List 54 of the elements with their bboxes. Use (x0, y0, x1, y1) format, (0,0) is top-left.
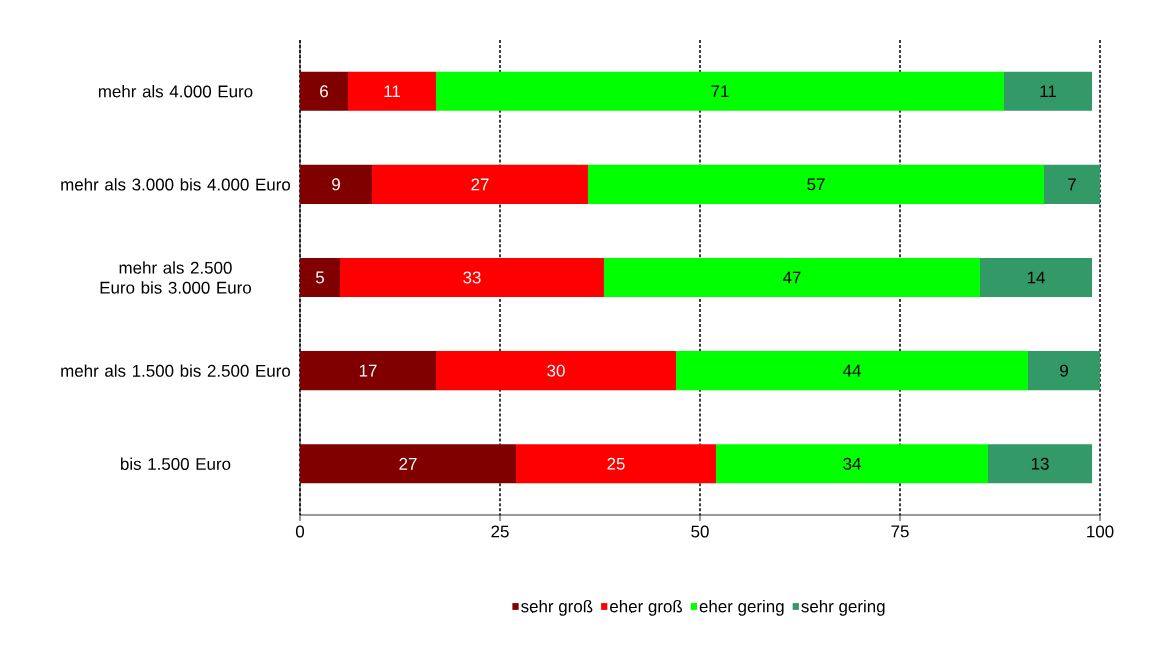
bar (436, 351, 676, 391)
bar (340, 257, 604, 298)
y-tick-label: mehr als 2.500 Euro bis 3.000 Euro (100, 261, 251, 294)
bar (588, 164, 1045, 204)
data-label: 71 (711, 85, 729, 98)
bar (1004, 71, 1093, 111)
bar (348, 71, 436, 111)
x-tick-label: 0 (295, 525, 305, 538)
bar (300, 71, 348, 111)
bar (980, 257, 1093, 298)
bar (436, 71, 1005, 111)
legend-label: eher groß (610, 599, 683, 616)
y-tick-label: mehr als 4.000 Euro (98, 85, 253, 98)
data-label: 34 (843, 457, 861, 470)
bar (988, 444, 1093, 484)
bar (1044, 164, 1101, 204)
bar (676, 351, 1029, 391)
data-label: 27 (471, 178, 489, 191)
bar (1028, 351, 1101, 391)
data-label: 27 (399, 457, 417, 470)
data-label: 47 (782, 271, 801, 284)
bar (300, 164, 372, 204)
bar (716, 444, 989, 484)
x-tick-label: 100 (1087, 525, 1114, 538)
bar (604, 257, 981, 298)
data-label: 30 (547, 364, 565, 377)
data-label: 7 (1068, 178, 1076, 191)
bar (372, 164, 588, 204)
data-label: 14 (1027, 271, 1045, 284)
bar (300, 351, 436, 391)
bar (300, 257, 340, 298)
legend-label: sehr gering (801, 599, 885, 616)
bar (516, 444, 717, 484)
x-tick-label: 75 (891, 525, 909, 538)
legend-label: eher gering (699, 599, 784, 616)
data-label: 9 (332, 178, 340, 191)
data-label: 33 (463, 271, 481, 284)
bar (300, 444, 516, 484)
x-tick-label: 25 (491, 525, 509, 538)
data-label: 9 (1060, 364, 1068, 377)
y-tick-label: bis 1.500 Euro (121, 457, 231, 470)
y-tick-label: mehr als 3.000 bis 4.000 Euro (61, 178, 291, 191)
data-label: 13 (1031, 457, 1049, 470)
data-label: 5 (315, 271, 324, 284)
data-label: 11 (384, 85, 400, 98)
data-label: 44 (842, 364, 861, 377)
legend-label: sehr groß (521, 599, 593, 616)
data-label: 57 (807, 178, 825, 191)
data-label: 11 (1040, 85, 1056, 98)
data-label: 6 (320, 85, 328, 98)
data-label: 25 (607, 457, 625, 470)
x-tick-label: 50 (691, 525, 709, 538)
data-label: 17 (359, 364, 377, 377)
y-tick-label: mehr als 1.500 bis 2.500 Euro (61, 364, 291, 377)
